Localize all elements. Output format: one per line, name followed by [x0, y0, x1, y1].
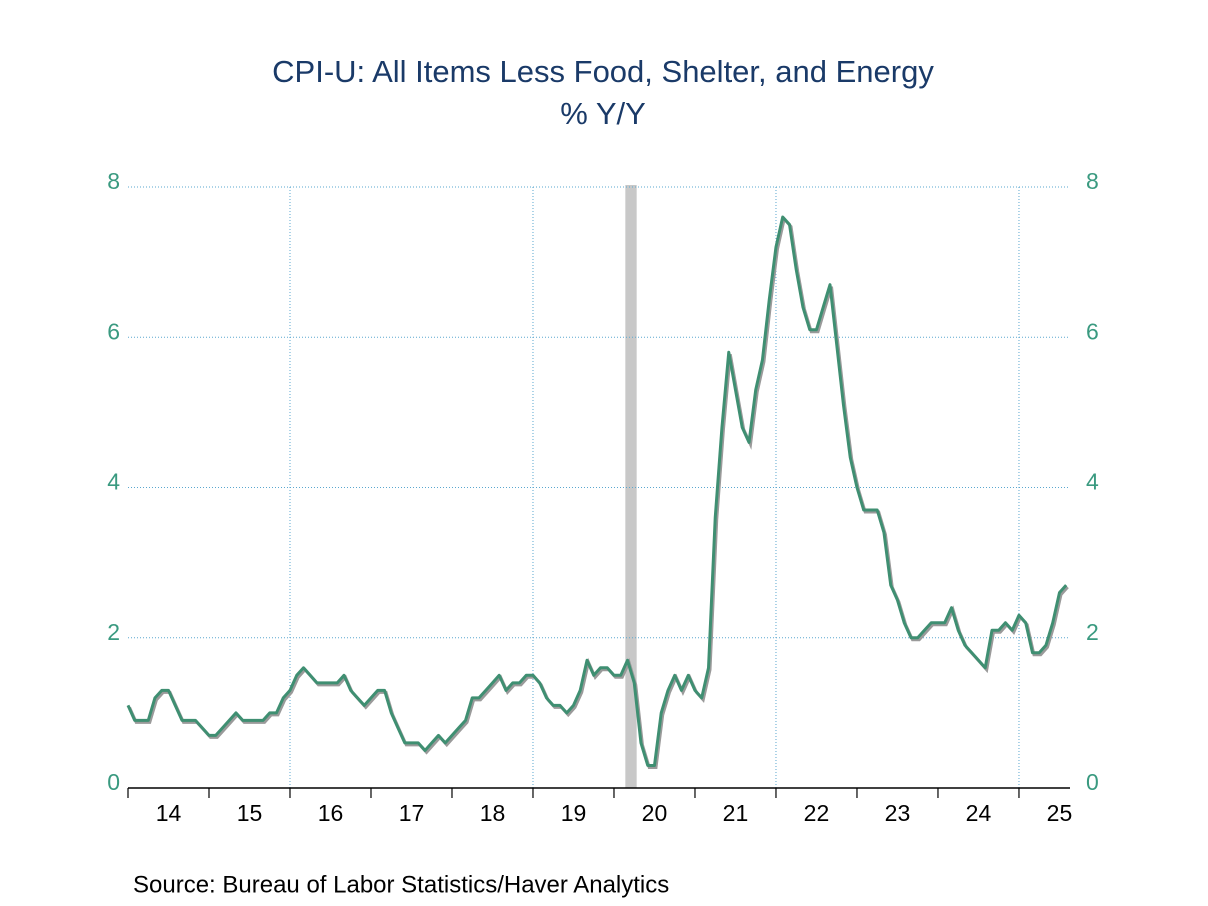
x-tick-label: 18 — [480, 800, 506, 826]
chart-subtitle: % Y/Y — [560, 96, 646, 131]
y-tick-label: 4 — [107, 469, 120, 495]
y2-tick-label: 4 — [1086, 469, 1099, 495]
line-shadow — [128, 215, 1069, 769]
x-tick-label: 19 — [561, 800, 587, 826]
x-tick-label: 24 — [966, 800, 992, 826]
x-tick-label: 20 — [642, 800, 668, 826]
y2-tick-label: 6 — [1086, 318, 1099, 344]
y-tick-label: 6 — [107, 318, 120, 344]
y-tick-label: 0 — [107, 769, 120, 795]
source-note: Source: Bureau of Labor Statistics/Haver… — [133, 871, 669, 898]
y2-tick-label: 2 — [1086, 619, 1099, 645]
x-tick-label: 15 — [237, 800, 263, 826]
y2-tick-label: 0 — [1086, 769, 1099, 795]
recession-band — [625, 185, 637, 788]
x-tick-label: 22 — [804, 800, 830, 826]
x-tick-label: 25 — [1047, 800, 1073, 826]
x-tick-label: 23 — [885, 800, 911, 826]
series-line — [126, 215, 1068, 767]
x-tick-label: 21 — [723, 800, 749, 826]
y2-tick-label: 8 — [1086, 168, 1099, 194]
chart-title: CPI-U: All Items Less Food, Shelter, and… — [272, 54, 934, 89]
y-tick-label: 2 — [107, 619, 120, 645]
x-tick-label: 16 — [318, 800, 344, 826]
x-tick-label: 17 — [399, 800, 425, 826]
y-tick-label: 8 — [107, 168, 120, 194]
x-tick-label: 14 — [156, 800, 182, 826]
